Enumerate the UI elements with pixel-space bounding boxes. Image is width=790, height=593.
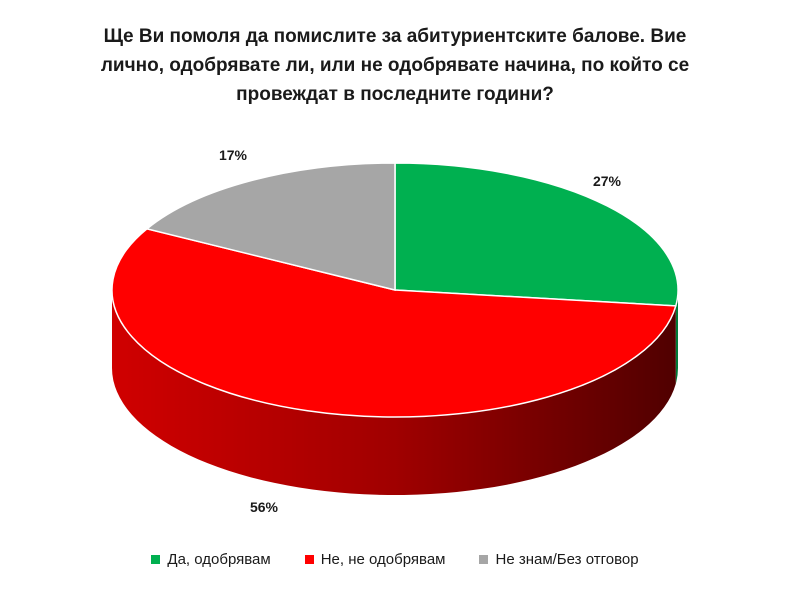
- data-label-dont-know: 17%: [219, 147, 248, 163]
- legend: Да, одобрявам Не, не одобрявам Не знам/Б…: [0, 551, 790, 568]
- legend-swatch-disagree: [304, 555, 314, 564]
- side-agree: [675, 290, 678, 384]
- legend-swatch-dont-know: [479, 555, 489, 564]
- legend-item-disagree: Не, не одобрявам: [304, 551, 446, 568]
- legend-item-agree: Да, одобрявам: [151, 551, 271, 568]
- chart-title: Ще Ви помоля да помислите за абитуриентс…: [100, 26, 690, 105]
- legend-label-dont-know: Не знам/Без отговор: [495, 551, 639, 568]
- data-label-agree: 27%: [593, 173, 622, 189]
- slice-disagree: [111, 228, 677, 418]
- data-label-disagree: 56%: [250, 499, 279, 515]
- legend-item-dont-know: Не знам/Без отговор: [479, 551, 639, 568]
- side-disagree: [111, 290, 676, 496]
- legend-label-disagree: Не, не одобрявам: [320, 551, 446, 568]
- slice-agree: [394, 162, 679, 307]
- slice-dont-know: [145, 162, 396, 291]
- legend-label-agree: Да, одобрявам: [167, 551, 271, 568]
- legend-swatch-agree: [151, 555, 161, 564]
